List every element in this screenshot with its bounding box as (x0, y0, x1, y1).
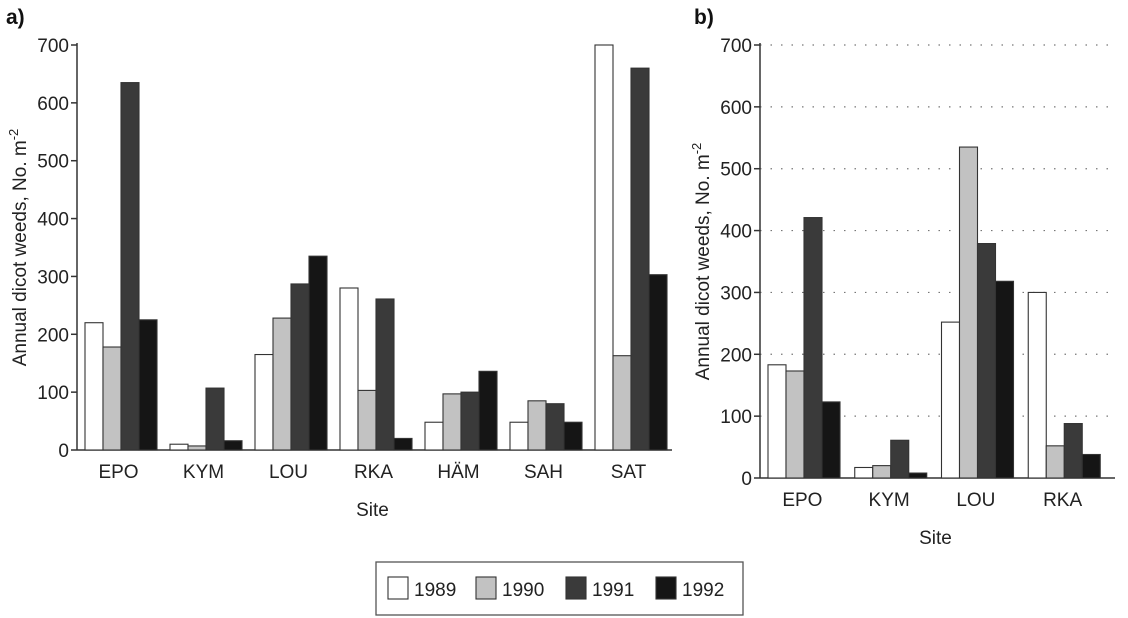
bar-1989-SAH (509, 421, 529, 451)
bar-1991-RKA (1063, 423, 1083, 479)
y-tick-label: 0 (58, 441, 69, 462)
x-tick-label: LOU (956, 490, 995, 511)
y-tick-label: 700 (37, 36, 69, 57)
x-tick-label: RKA (354, 462, 393, 483)
y-tick-label: 400 (720, 222, 752, 243)
bar-1989-HÄM (424, 421, 444, 451)
bar-1991-SAT (630, 67, 650, 451)
bar-1992-SAH (563, 421, 583, 451)
y-tick-label: 500 (37, 152, 69, 173)
x-tick-label: SAT (611, 462, 647, 483)
bar-1992-EPO (138, 319, 158, 451)
y-axis-title: Annual dicot weeds, No. m-2 (689, 143, 714, 381)
legend-label: 1990 (502, 580, 544, 601)
bar-1991-RKA (375, 298, 395, 451)
y-axis-title-text: Annual dicot weeds, No. m (693, 154, 714, 380)
bar-1989-KYM (854, 466, 874, 479)
y-tick-label: 700 (720, 36, 752, 57)
bar-1990-HÄM (442, 393, 462, 451)
x-tick-label: HÄM (437, 462, 479, 483)
bar-1990-KYM (187, 445, 207, 451)
bar-1990-SAT (612, 355, 632, 451)
bar-1989-KYM (169, 443, 189, 451)
y-tick-label: 600 (720, 98, 752, 119)
bar-1989-EPO (84, 322, 104, 451)
legend-label: 1991 (592, 580, 634, 601)
bar-1990-LOU (958, 146, 979, 479)
bar-1989-EPO (767, 364, 787, 479)
panel-label: a) (6, 6, 25, 29)
y-tick-label: 500 (720, 160, 752, 181)
legend-swatch-1991 (565, 576, 587, 600)
bar-1990-KYM (872, 465, 892, 479)
y-tick-label: 300 (37, 267, 69, 288)
legend-swatch-1992 (655, 576, 677, 600)
x-tick-label: EPO (782, 490, 822, 511)
bar-1989-LOU (254, 353, 274, 451)
bar-1992-SAT (648, 274, 668, 451)
bar-1989-RKA (1027, 291, 1047, 479)
x-tick-label: KYM (183, 462, 224, 483)
bar-1991-HÄM (460, 391, 480, 451)
bar-1991-EPO (120, 82, 140, 451)
x-tick-label: RKA (1043, 490, 1082, 511)
bar-1991-EPO (803, 217, 823, 479)
bar-1990-EPO (785, 370, 805, 479)
bar-1989-RKA (339, 287, 359, 451)
bar-1990-SAH (527, 400, 547, 451)
bar-1990-LOU (272, 317, 292, 451)
y-tick-label: 600 (37, 94, 69, 115)
bar-1989-LOU (940, 321, 961, 479)
legend-label: 1992 (682, 580, 724, 601)
legend: 1989 1990 1991 1992 (375, 561, 744, 616)
bar-1991-LOU (976, 243, 997, 479)
bar-1991-LOU (290, 283, 310, 451)
y-axis-title-superscript: -2 (6, 129, 21, 141)
x-axis-title: Site (919, 528, 952, 549)
y-axis-title-superscript: -2 (689, 143, 704, 155)
legend-frame (375, 561, 744, 616)
bar-1992-LOU (994, 280, 1015, 479)
chart-panel-b: b) 0 100 200 300 400 500 600 700 EPO KYM LOU RKA Site… (689, 6, 1115, 549)
legend-swatch-1989 (387, 576, 409, 600)
bar-1992-HÄM (478, 370, 498, 451)
bar-1990-RKA (357, 389, 377, 451)
x-tick-label: LOU (269, 462, 308, 483)
chart-panel-a: a) 0 100 200 300 400 500 600 700 EPO KYM LOU RKA HÄM S… (6, 6, 672, 521)
x-tick-label: EPO (98, 462, 138, 483)
legend-swatch-1990 (475, 576, 497, 600)
x-tick-label: SAH (524, 462, 563, 483)
legend-label: 1989 (414, 580, 456, 601)
bar-1990-RKA (1045, 445, 1065, 479)
y-tick-label: 300 (720, 283, 752, 304)
y-tick-label: 100 (37, 383, 69, 404)
bar-1992-LOU (308, 255, 328, 451)
y-tick-label: 0 (741, 469, 752, 490)
x-tick-label: KYM (869, 490, 910, 511)
bar-1991-SAH (545, 403, 565, 451)
bar-1992-RKA (393, 437, 413, 451)
bar-1992-KYM (223, 440, 243, 451)
bar-1992-KYM (908, 472, 928, 479)
y-tick-label: 200 (720, 345, 752, 366)
y-tick-label: 400 (37, 210, 69, 231)
bar-1989-SAT (594, 44, 614, 451)
y-axis-title-text: Annual dicot weeds, No. m (10, 140, 31, 366)
bar-1990-EPO (102, 346, 122, 451)
bar-1992-RKA (1081, 453, 1101, 479)
y-tick-label: 200 (37, 325, 69, 346)
x-axis-title: Site (356, 500, 389, 521)
y-axis-title: Annual dicot weeds, No. m-2 (6, 129, 31, 367)
bar-1992-EPO (821, 401, 841, 479)
y-tick-label: 100 (720, 407, 752, 428)
bar-1991-KYM (890, 439, 910, 479)
bar-1991-KYM (205, 387, 225, 451)
panel-label: b) (694, 6, 714, 29)
